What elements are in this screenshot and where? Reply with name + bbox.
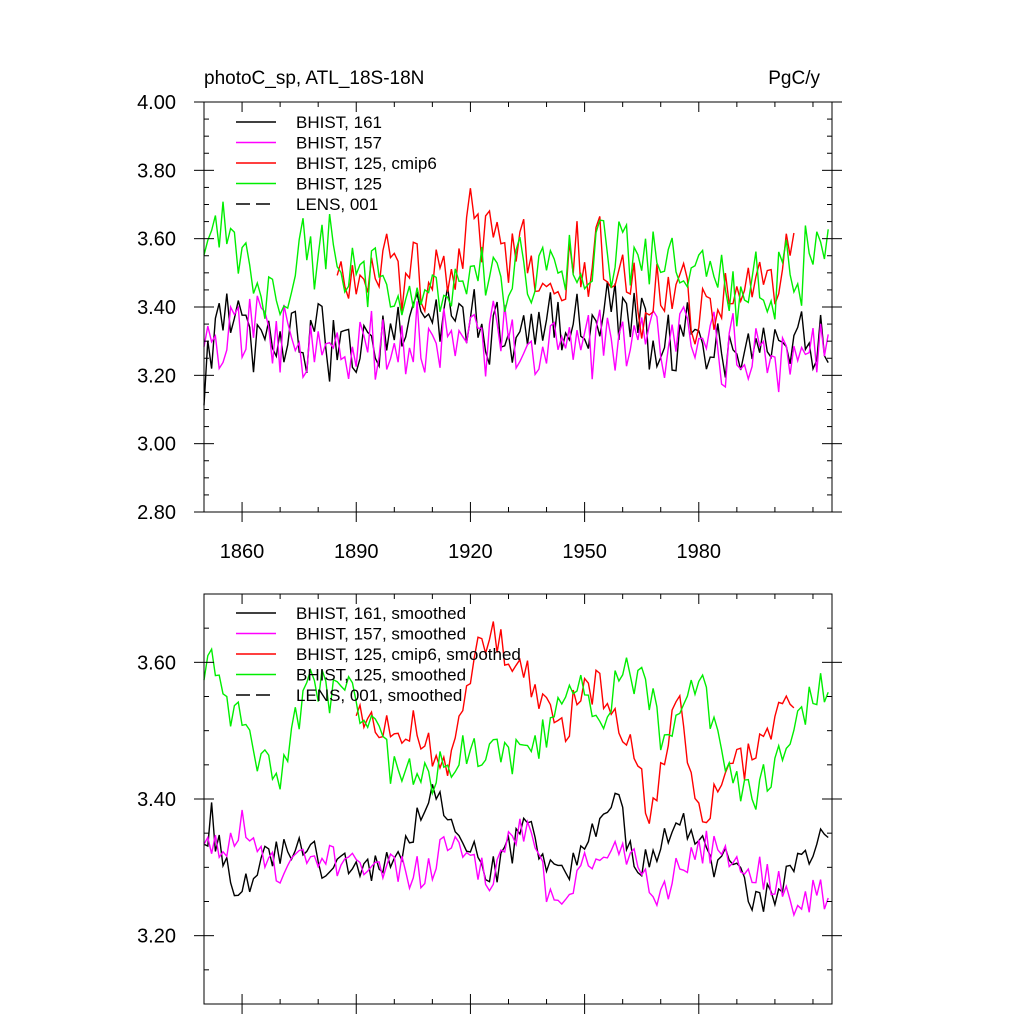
y-tick-label: 3.20	[137, 365, 176, 387]
bottom-ticks-group: 3.20 3.40 3.60	[137, 593, 842, 1014]
top-ticks-group: 1860 1890 1920 1950 1980 2.80 3.00 3.20 3.40 3.60…	[137, 92, 842, 563]
x-tick-label: 1950	[562, 541, 607, 563]
series-line-top-2	[336, 188, 795, 345]
legend-label: BHIST, 125, cmip6, smoothed	[296, 645, 521, 664]
bottom-legend: BHIST, 161, smoothed BHIST, 157, smoothed…	[236, 604, 521, 705]
y-tick-label: 3.00	[137, 434, 176, 456]
legend-label: BHIST, 161	[296, 113, 382, 132]
series-line-bottom-3	[203, 647, 829, 810]
bottom-series-group	[203, 621, 829, 918]
legend-label: LENS, 001	[296, 195, 378, 214]
legend-label: BHIST, 125	[296, 175, 382, 194]
bottom-plot-frame	[203, 593, 833, 1005]
legend-label: LENS, 001, smoothed	[296, 686, 462, 705]
x-tick-label: 1920	[448, 541, 493, 563]
top-plot-frame	[203, 101, 833, 513]
series-line-bottom-1	[203, 809, 829, 918]
y-tick-label: 3.80	[137, 160, 176, 182]
y-tick-label: 2.80	[137, 502, 176, 524]
x-tick-label: 1980	[677, 541, 722, 563]
y-tick-label: 3.60	[137, 229, 176, 251]
series-line-bottom-0	[203, 784, 829, 913]
x-tick-label: 1860	[220, 541, 265, 563]
legend-label: BHIST, 157	[296, 134, 382, 153]
chart-units: PgC/y	[768, 68, 820, 89]
y-tick-label: 3.40	[137, 789, 176, 811]
y-tick-label: 3.40	[137, 297, 176, 319]
y-tick-label: 4.00	[137, 92, 176, 114]
series-line-top-1	[203, 295, 829, 393]
top-panel: photoC_sp, ATL_18S-18N PgC/y 1860 1890 192…	[137, 68, 842, 563]
legend-label: BHIST, 125, cmip6	[296, 154, 437, 173]
legend-label: BHIST, 125, smoothed	[296, 666, 466, 685]
y-tick-label: 3.60	[137, 652, 176, 674]
top-series-group	[203, 188, 829, 406]
y-tick-label: 3.20	[137, 926, 176, 948]
x-tick-label: 1890	[334, 541, 379, 563]
chart-title: photoC_sp, ATL_18S-18N	[204, 68, 424, 89]
bottom-panel: 3.203.403.60 BHIST, 161, smoothedBHIST, …	[137, 593, 842, 1014]
series-line-bottom-2	[355, 621, 795, 824]
legend-label: BHIST, 157, smoothed	[296, 625, 466, 644]
legend-label: BHIST, 161, smoothed	[296, 604, 466, 623]
series-line-top-3	[203, 201, 829, 327]
